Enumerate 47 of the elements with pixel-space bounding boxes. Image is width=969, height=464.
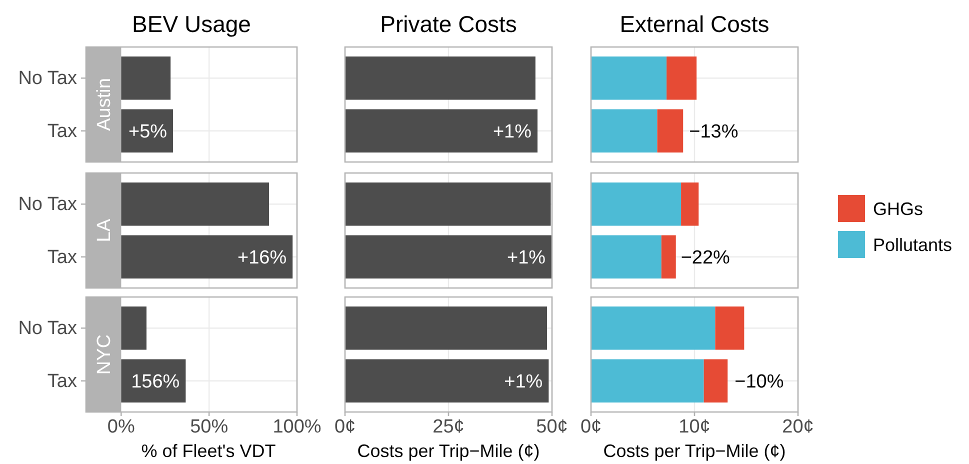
annotation: −22% — [680, 248, 730, 269]
annotation: −10% — [734, 372, 784, 393]
bar — [591, 56, 667, 100]
x-tick-label: 50% — [190, 416, 228, 438]
y-tick-label: No Tax — [18, 68, 78, 90]
x-tick-label: 0¢ — [334, 416, 356, 438]
annotation: 156% — [131, 372, 180, 393]
x-tick-label: 20¢ — [782, 416, 814, 438]
bar — [661, 235, 676, 279]
y-tick-label: Tax — [47, 120, 78, 142]
y-tick-label: No Tax — [18, 318, 78, 340]
y-axis-title: LA — [94, 218, 116, 242]
annotation: +16% — [237, 248, 287, 269]
bar — [591, 182, 682, 226]
bar — [591, 109, 658, 153]
x-tick-label: 0% — [107, 416, 135, 438]
bar — [591, 235, 662, 279]
bar — [657, 109, 684, 153]
legend-label: Pollutants — [873, 234, 952, 255]
bar — [704, 359, 728, 403]
legend-label: GHGs — [873, 198, 924, 219]
annotation: −13% — [689, 122, 738, 143]
y-tick-label: No Tax — [18, 194, 78, 216]
x-axis-title: % of Fleet's VDT — [141, 441, 276, 461]
y-tick-label: Tax — [47, 246, 78, 268]
chart-title: External Costs — [620, 11, 770, 37]
y-tick-label: Tax — [47, 370, 78, 392]
x-tick-label: 0¢ — [580, 416, 602, 438]
bar — [681, 182, 699, 226]
bar — [666, 56, 697, 100]
y-axis-title: Austin — [94, 78, 116, 131]
annotation: +1% — [507, 248, 546, 269]
chart-title: BEV Usage — [132, 11, 251, 37]
x-axis-title: Costs per Trip−Mile (¢) — [357, 441, 540, 461]
x-tick-label: 10¢ — [678, 416, 710, 438]
annotation: +1% — [504, 372, 543, 393]
x-tick-label: 50¢ — [536, 416, 568, 438]
bar — [591, 359, 704, 403]
x-tick-label: 100% — [272, 416, 322, 438]
x-tick-label: 25¢ — [432, 416, 464, 438]
x-axis-title: Costs per Trip−Mile (¢) — [603, 441, 786, 461]
bar — [591, 306, 716, 350]
chart-title: Private Costs — [380, 11, 517, 37]
bar — [715, 306, 744, 350]
annotation: +1% — [492, 122, 532, 143]
annotation: +5% — [128, 122, 168, 143]
y-axis-title: NYC — [94, 334, 116, 375]
